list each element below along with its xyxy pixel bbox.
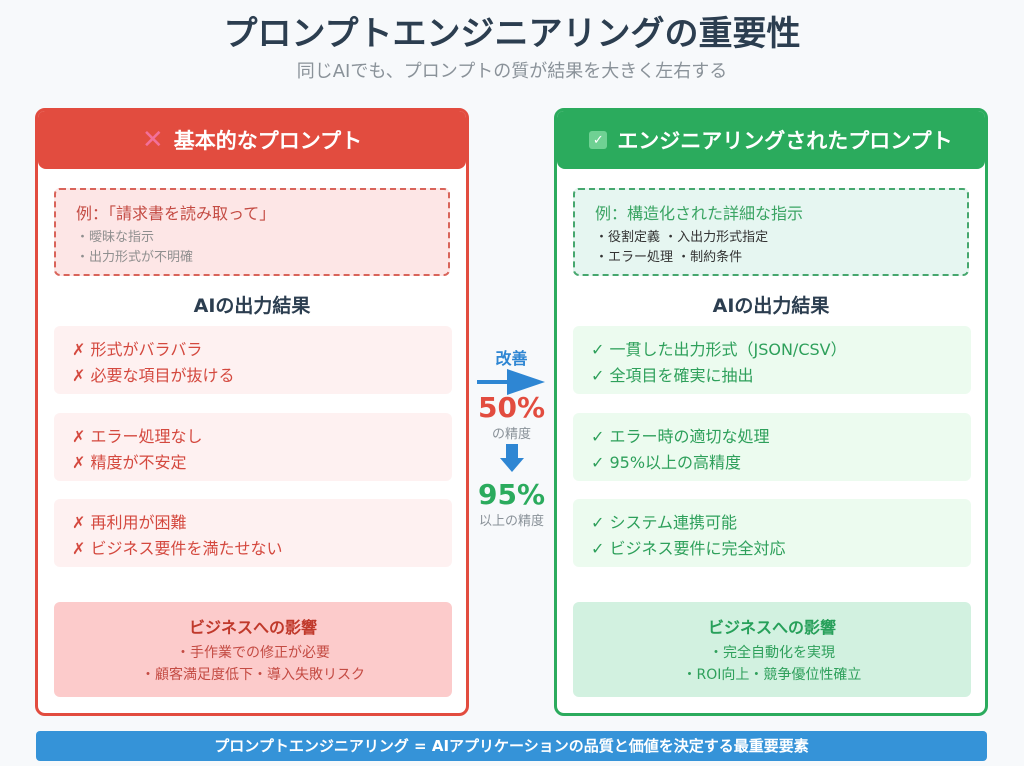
basic-prompt-panel: ✕ 基本的なプロンプト 例：「請求書を読み取って」 ・曖昧な指示 ・出力形式が不… bbox=[35, 108, 469, 716]
page-title: プロンプトエンジニアリングの重要性 bbox=[223, 14, 801, 54]
basic-prompt-example: 例：「請求書を読み取って」 ・曖昧な指示 ・出力形式が不明確 bbox=[54, 188, 450, 276]
result-item: ✗ ビジネス要件を満たせない bbox=[72, 539, 283, 558]
result-item: ✗ 形式がバラバラ bbox=[72, 340, 203, 359]
result-box: ✓ エラー時の適切な処理 ✓ 95%以上の高精度 bbox=[573, 413, 971, 481]
example-title: 例：「請求書を読み取って」 bbox=[76, 204, 276, 223]
result-item: ✓ 一貫した出力形式（JSON/CSV） bbox=[591, 340, 847, 359]
result-item: ✓ 全項目を確実に抽出 bbox=[591, 366, 754, 385]
engineered-prompt-example: 例：構造化された詳細な指示 ・役割定義 ・入出力形式指定 ・エラー処理 ・制約条… bbox=[573, 188, 969, 276]
checkbox-icon: ✓ bbox=[589, 131, 608, 149]
example-title: 例：構造化された詳細な指示 bbox=[595, 204, 804, 223]
engineered-prompt-title: エンジニアリングされたプロンプト bbox=[617, 129, 953, 153]
conclusion-banner: プロンプトエンジニアリング = AIアプリケーションの品質と価値を決定する最重要… bbox=[36, 731, 987, 761]
engineered-prompt-panel: ✓ エンジニアリングされたプロンプト 例：構造化された詳細な指示 ・役割定義 ・… bbox=[554, 108, 988, 716]
after-accuracy-value: 95% bbox=[477, 478, 546, 511]
result-item: ✓ エラー時の適切な処理 bbox=[591, 427, 770, 446]
impact-line: ・完全自動化を実現 bbox=[709, 645, 835, 661]
example-line: ・エラー処理 ・制約条件 bbox=[595, 250, 743, 265]
arrow-right-icon bbox=[469, 369, 554, 395]
before-accuracy-value: 50% bbox=[477, 391, 546, 424]
result-item: ✗ エラー処理なし bbox=[72, 427, 203, 446]
impact-title: ビジネスへの影響 bbox=[707, 618, 836, 637]
basic-prompt-header: ✕ 基本的なプロンプト bbox=[38, 111, 466, 169]
cross-icon: ✕ bbox=[141, 125, 164, 155]
arrow-down-icon bbox=[469, 442, 554, 474]
impact-line: ・ROI向上・競争優位性確立 bbox=[682, 667, 862, 683]
result-box: ✓ 一貫した出力形式（JSON/CSV） ✓ 全項目を確実に抽出 bbox=[573, 326, 971, 394]
before-accuracy-label: の精度 bbox=[491, 427, 531, 442]
improve-label: 改善 bbox=[495, 349, 528, 368]
business-impact-box: ビジネスへの影響 ・手作業での修正が必要 ・顧客満足度低下・導入失敗リスク bbox=[54, 602, 452, 697]
example-line: ・出力形式が不明確 bbox=[76, 250, 194, 265]
result-item: ✓ システム連携可能 bbox=[591, 513, 738, 532]
impact-line: ・顧客満足度低下・導入失敗リスク bbox=[141, 667, 365, 683]
business-impact-box: ビジネスへの影響 ・完全自動化を実現 ・ROI向上・競争優位性確立 bbox=[573, 602, 971, 697]
result-item: ✗ 再利用が困難 bbox=[72, 513, 187, 532]
improvement-indicator: 改善 50% の精度 95% 以上の精度 bbox=[469, 345, 554, 529]
example-line: ・役割定義 ・入出力形式指定 bbox=[595, 230, 769, 245]
result-item: ✗ 精度が不安定 bbox=[72, 453, 187, 472]
after-accuracy-label: 以上の精度 bbox=[478, 514, 544, 529]
engineered-prompt-header: ✓ エンジニアリングされたプロンプト bbox=[557, 111, 985, 169]
result-item: ✓ ビジネス要件に完全対応 bbox=[591, 539, 786, 558]
output-section-title: AIの出力結果 bbox=[193, 295, 311, 317]
result-box: ✗ 形式がバラバラ ✗ 必要な項目が抜ける bbox=[54, 326, 452, 394]
basic-prompt-title: 基本的なプロンプト bbox=[173, 129, 363, 153]
result-item: ✗ 必要な項目が抜ける bbox=[72, 366, 235, 385]
page-subtitle: 同じAIでも、プロンプトの質が結果を大きく左右する bbox=[296, 61, 728, 82]
example-line: ・曖昧な指示 bbox=[76, 230, 155, 245]
result-box: ✗ 再利用が困難 ✗ ビジネス要件を満たせない bbox=[54, 499, 452, 567]
result-box: ✗ エラー処理なし ✗ 精度が不安定 bbox=[54, 413, 452, 481]
result-box: ✓ システム連携可能 ✓ ビジネス要件に完全対応 bbox=[573, 499, 971, 567]
output-section-title: AIの出力結果 bbox=[712, 295, 830, 317]
result-item: ✓ 95%以上の高精度 bbox=[591, 453, 742, 472]
impact-title: ビジネスへの影響 bbox=[188, 618, 317, 637]
impact-line: ・手作業での修正が必要 bbox=[176, 645, 330, 661]
